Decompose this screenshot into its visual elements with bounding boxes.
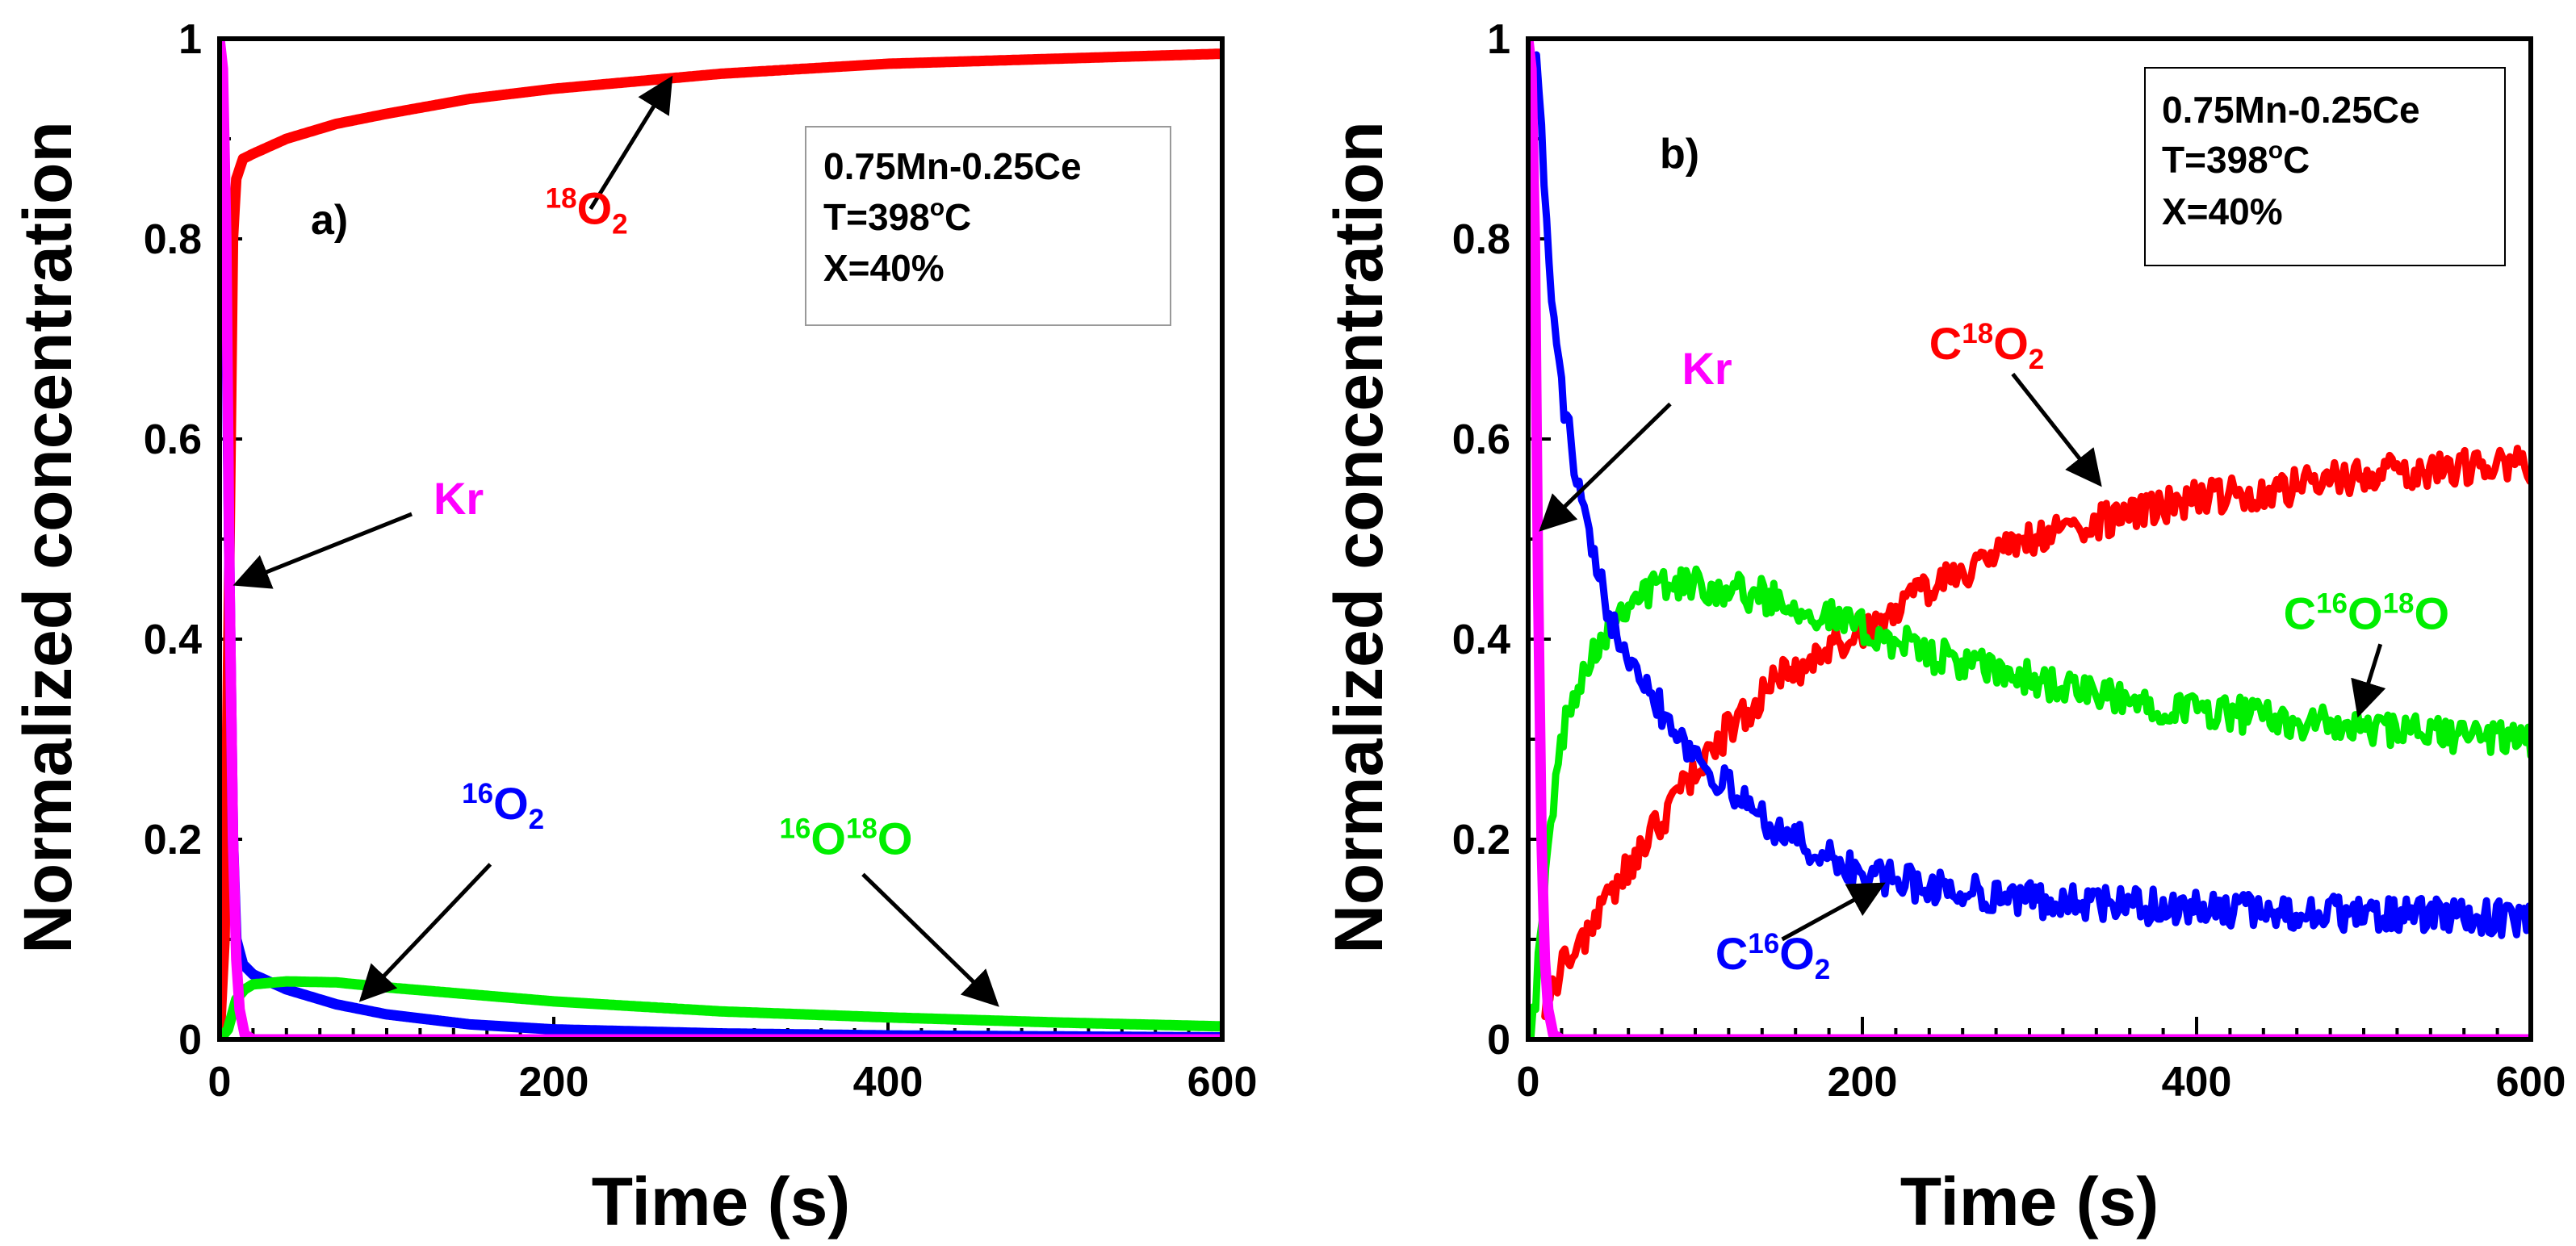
info-conversion: X=40% <box>2162 190 2283 232</box>
plot-frame <box>1526 36 2533 1042</box>
series-label-c16o2: C16O2 <box>1715 928 1830 985</box>
chart-panel-b: Normalized concentration Time (s) 0 200 40… <box>1321 16 2566 1240</box>
series-label-kr: Kr <box>1682 343 1732 394</box>
y-tick-label: 1 <box>1487 16 1510 63</box>
series-label-18o2: 18O2 <box>546 182 628 240</box>
y-tick-label: 0 <box>1487 1017 1510 1064</box>
y-axis-label: Normalized concentration <box>1321 121 1397 954</box>
info-temperature: T=398oC <box>823 194 971 238</box>
x-axis-label: Time (s) <box>592 1164 851 1240</box>
series-label-16o18o: 16O18O <box>779 813 912 864</box>
plot-frame <box>217 36 1225 1042</box>
x-tick-label: 0 <box>208 1059 232 1106</box>
series-label-c18o2: C18O2 <box>1929 318 2044 375</box>
info-temperature: T=398oC <box>2162 137 2310 181</box>
annotation-arrow-16o18o <box>861 872 999 1007</box>
x-tick-label: 200 <box>1828 1059 1898 1106</box>
x-tick-label: 200 <box>519 1059 589 1106</box>
y-tick-label: 0.6 <box>1452 416 1510 463</box>
series-line-c16o18o <box>1528 565 2531 1039</box>
y-tick-label: 0 <box>178 1017 202 1064</box>
y-tick-label: 0.2 <box>1452 817 1510 863</box>
series-label-16o2: 16O2 <box>462 778 544 835</box>
series-label-kr: Kr <box>434 473 484 524</box>
x-tick-label: 600 <box>2496 1059 2566 1106</box>
annotation-arrow-c16o18o <box>2351 643 2386 718</box>
annotation-arrow-c18o2 <box>2011 372 2102 487</box>
x-tick-label: 400 <box>2162 1059 2232 1106</box>
y-tick-label: 1 <box>178 16 202 63</box>
annotation-arrow-18o2 <box>589 75 673 211</box>
x-tick-label: 600 <box>1187 1059 1258 1106</box>
annotation-arrow-kr <box>1539 402 1672 532</box>
annotation-arrow-16o2 <box>358 863 492 1002</box>
info-box: 0.75Mn-0.25Ce T=398oC X=40% <box>2144 67 2506 266</box>
annotation-arrow-c16o2 <box>1781 882 1886 942</box>
x-axis-label: Time (s) <box>1900 1164 2159 1240</box>
info-conversion: X=40% <box>823 247 945 289</box>
y-tick-label: 0.4 <box>144 617 202 663</box>
info-catalyst: 0.75Mn-0.25Ce <box>823 145 1082 187</box>
info-box: 0.75Mn-0.25Ce T=398oC X=40% <box>805 126 1171 326</box>
series-line-c16o2 <box>1532 51 2531 939</box>
info-box-frame <box>2144 67 2506 266</box>
y-tick-label: 0.8 <box>144 216 202 263</box>
y-tick-label: 0.4 <box>1452 617 1510 663</box>
series-line-c18o2 <box>1541 445 2531 1021</box>
chart-panel-a: Normalized concentration Time (s) 0 200 40… <box>10 16 1257 1240</box>
y-tick-label: 0.6 <box>144 416 202 463</box>
panel-tag: a) <box>311 197 348 244</box>
x-tick-label: 0 <box>1517 1059 1540 1106</box>
y-tick-label: 0.2 <box>144 817 202 863</box>
info-box-frame <box>805 126 1171 326</box>
x-tick-label: 400 <box>853 1059 924 1106</box>
series-line-18o2 <box>220 48 1222 1039</box>
y-tick-label: 0.8 <box>1452 216 1510 263</box>
y-axis-label: Normalized concentration <box>10 121 86 954</box>
panel-tag: b) <box>1660 131 1699 178</box>
annotation-arrow-kr <box>232 512 413 589</box>
series-label-c16o18o: C16O18O <box>2284 588 2449 639</box>
info-catalyst: 0.75Mn-0.25Ce <box>2162 89 2420 131</box>
